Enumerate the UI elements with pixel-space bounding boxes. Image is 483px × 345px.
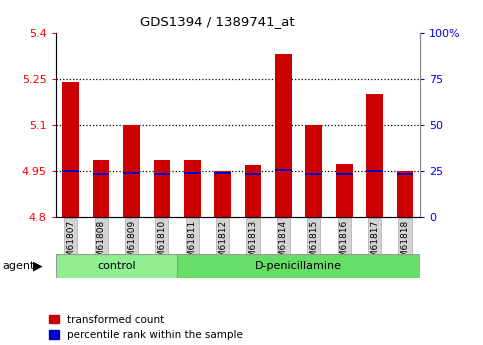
Bar [245, 173, 261, 175]
Bar [397, 173, 413, 175]
Bar [336, 173, 353, 175]
Bar [245, 165, 261, 217]
Text: control: control [97, 261, 136, 270]
Bar [62, 82, 79, 217]
Bar [184, 160, 200, 217]
Bar [56, 254, 177, 278]
Bar [305, 125, 322, 217]
Text: ▶: ▶ [33, 260, 43, 273]
Text: GDS1394 / 1389741_at: GDS1394 / 1389741_at [140, 16, 295, 29]
Bar [154, 173, 170, 175]
Bar [214, 172, 231, 174]
Bar [62, 170, 79, 172]
Bar [336, 164, 353, 217]
Bar [275, 54, 292, 217]
Bar [397, 170, 413, 217]
Text: agent: agent [2, 261, 35, 270]
Bar [154, 160, 170, 217]
Bar [93, 160, 110, 217]
Bar [123, 172, 140, 174]
Bar [93, 173, 110, 175]
Bar [123, 125, 140, 217]
Bar [275, 169, 292, 170]
Bar [366, 94, 383, 217]
Bar [184, 172, 200, 174]
Bar [214, 170, 231, 217]
Text: D-penicillamine: D-penicillamine [255, 261, 342, 270]
Bar [177, 254, 420, 278]
Legend: transformed count, percentile rank within the sample: transformed count, percentile rank withi… [49, 315, 243, 340]
Bar [305, 173, 322, 175]
Bar [366, 170, 383, 172]
